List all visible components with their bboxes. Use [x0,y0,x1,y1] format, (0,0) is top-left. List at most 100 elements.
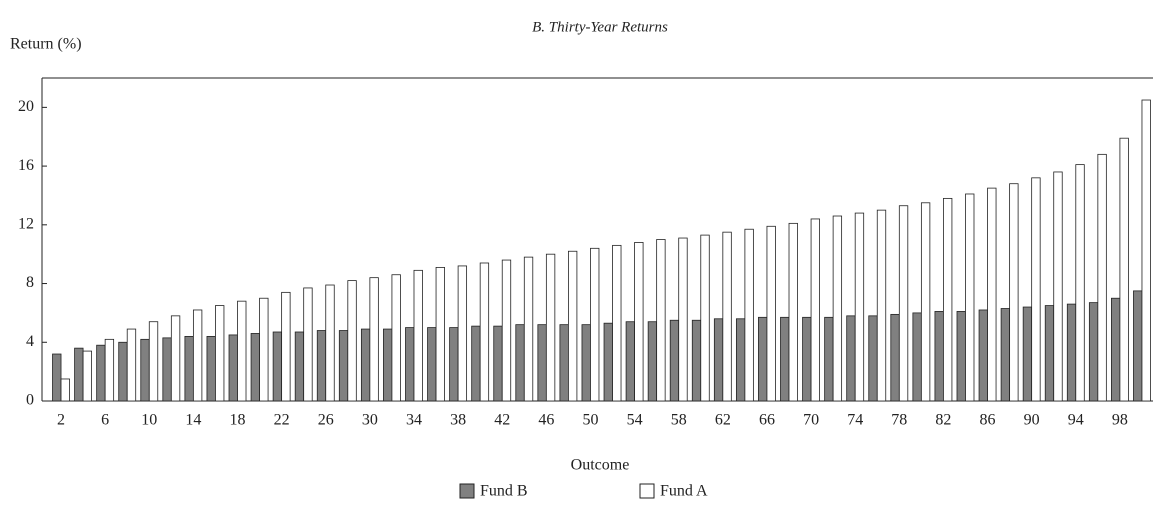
bar [1119,137,1129,402]
y-tick-label: 4 [26,333,34,350]
bar [170,315,181,402]
bar [943,197,953,402]
bar [758,316,768,402]
x-tick-label: 22 [274,412,290,429]
y-tick-label: 0 [26,392,34,409]
bar [568,250,578,402]
x-tick-label: 6 [101,412,109,429]
x-tick-label: 74 [847,412,863,429]
bar [96,344,106,402]
bar [281,291,291,402]
bar [1133,290,1143,402]
bar [1053,171,1063,402]
x-tick-label: 10 [141,412,157,429]
legend-swatch [639,483,655,499]
bar [634,242,644,402]
x-tick-label: 50 [582,412,598,429]
x-tick-label: 54 [627,412,643,429]
bar [457,265,468,402]
bar [898,205,909,402]
bar [391,274,401,402]
bar [846,315,856,402]
bar [237,300,247,402]
bar [920,202,931,402]
bar [449,327,459,402]
chart-title: B. Thirty-Year Returns [532,19,668,35]
bar [912,312,922,402]
x-tick-label: 94 [1068,412,1084,429]
bar [360,328,371,402]
bar [338,330,349,402]
bar [647,321,658,402]
bar [82,350,92,402]
x-tick-label: 66 [759,412,775,429]
bar [890,313,900,402]
bar [854,212,865,402]
x-tick-label: 30 [362,412,378,429]
bar [435,266,445,402]
bar [978,309,988,402]
bar [1066,303,1077,402]
bar [625,321,635,402]
bar [228,334,238,402]
bar [868,315,878,402]
x-tick-label: 18 [230,412,246,429]
bar [1044,305,1055,402]
bar [74,347,84,402]
bar [824,316,834,402]
bar [515,324,525,402]
y-tick-label: 16 [18,157,34,174]
y-tick-label: 20 [18,98,34,115]
bar [471,325,481,402]
x-tick-label: 46 [538,412,554,429]
bar [316,330,327,402]
bar [735,318,746,402]
bar [987,187,997,402]
bar [934,311,944,402]
bar [780,316,790,402]
x-tick-label: 38 [450,412,466,429]
bar [744,228,754,402]
bar [545,253,556,402]
bar [559,324,569,402]
x-tick-label: 14 [185,412,201,429]
bar [413,269,423,402]
bar [669,319,680,402]
bar [876,209,887,402]
bar [118,341,128,402]
bar [956,311,966,402]
bar [148,321,159,402]
bar [1031,177,1041,402]
x-tick-label: 2 [57,412,65,429]
x-tick-label: 90 [1024,412,1040,429]
bar [259,297,269,402]
bar [140,338,150,402]
x-tick-label: 98 [1112,412,1128,429]
bar [126,328,137,402]
bar [479,262,490,402]
bar [1141,99,1151,402]
x-tick-label: 82 [935,412,951,429]
x-tick-label: 58 [671,412,687,429]
bar [501,259,512,402]
bar [722,231,732,402]
bar [523,256,534,402]
x-axis-label: Outcome [571,457,630,474]
bar [427,327,437,402]
bar [612,244,622,402]
bar [1009,183,1019,402]
bar [383,328,393,402]
bar [788,222,798,402]
bar [581,324,591,402]
bar [1022,306,1033,402]
bar [603,322,613,402]
bar [713,318,724,402]
bar [802,316,812,402]
y-tick-label: 12 [18,215,34,232]
bar [272,331,283,402]
bar [206,335,216,402]
y-tick-label: 8 [26,274,34,291]
legend-label: Fund B [480,483,528,500]
bar [325,284,335,402]
